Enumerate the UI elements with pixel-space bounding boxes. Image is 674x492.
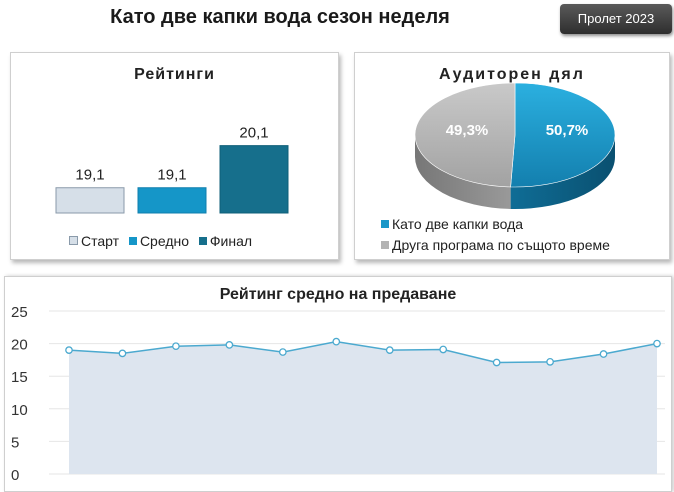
audience-share-panel: Аудиторен дял 50,7% 49,3% Като две капки … (354, 52, 670, 260)
ratings-bar-chart: 19,1 19,1 20,1 (55, 125, 289, 214)
data-point-7 (439, 345, 448, 354)
legend-label-final: Финал (209, 233, 253, 249)
average-rating-area-chart: 0 5 10 15 20 25 (11, 304, 665, 484)
data-point-8 (492, 358, 501, 367)
legend-item-other: Друга програма по същото време (381, 237, 610, 253)
data-point-6 (385, 346, 394, 354)
legend-label-other: Друга програма по същото време (392, 237, 610, 253)
bar-data-label-0: 19,1 (75, 167, 104, 184)
legend-item-average: Средно (128, 233, 189, 249)
pie-slice-show (510, 82, 616, 188)
audience-share-pie-chart: 50,7% 49,3% (414, 82, 616, 209)
ratings-chart-panel: Рейтинги 19,1 19,1 20,1 Старт Средно Финал (10, 52, 339, 260)
legend-item-show: Като две капки вода (381, 216, 610, 232)
bar-data-label-2: 20,1 (239, 125, 268, 142)
y-tick-label-3: 15 (11, 369, 28, 386)
y-tick-label-2: 10 (11, 402, 28, 419)
legend-swatch-average (128, 237, 137, 245)
data-point-5 (332, 337, 341, 346)
data-point-11 (653, 339, 661, 348)
data-point-9 (546, 358, 554, 366)
page-title: Като две капки вода сезон неделя (110, 6, 450, 28)
series-line (68, 340, 658, 364)
pie-side-other (415, 135, 511, 209)
legend-item-final: Финал (198, 233, 253, 249)
ratings-chart-title: Рейтинги (134, 66, 215, 83)
legend-label-show: Като две капки вода (392, 216, 524, 232)
legend-swatch-other (381, 241, 389, 249)
y-tick-label-4: 20 (11, 337, 28, 354)
legend-swatch-show (381, 220, 389, 228)
season-badge: Пролет 2023 (560, 4, 672, 34)
legend-label-start: Старт (81, 233, 120, 249)
area-fill (69, 341, 657, 474)
data-point-1 (118, 349, 127, 358)
data-point-4 (278, 348, 287, 356)
ratings-legend: Старт Средно Финал (69, 233, 258, 249)
bar-data-label-1: 19,1 (157, 167, 186, 184)
data-point-3 (225, 341, 234, 349)
audience-share-legend: Като две капки вода Друга програма по съ… (381, 216, 610, 258)
legend-swatch-final (198, 237, 207, 245)
average-rating-title: Рейтинг средно на предаване (219, 286, 457, 303)
data-point-2 (172, 342, 180, 351)
audience-share-title: Аудиторен дял (439, 66, 585, 83)
legend-swatch-start (69, 236, 78, 245)
pie-side-show (510, 135, 615, 209)
legend-label-average: Средно (139, 233, 189, 249)
pie-label-show: 50,7% (546, 122, 589, 139)
pie-slice-other (414, 82, 516, 188)
y-tick-label-1: 5 (11, 434, 19, 451)
bar-1 (137, 187, 207, 214)
average-rating-panel: Рейтинг средно на предаване 0 5 10 15 20 25 (4, 276, 672, 492)
y-tick-label-5: 25 (11, 304, 28, 321)
bar-2 (219, 145, 289, 214)
bar-0 (55, 187, 125, 214)
data-point-0 (65, 346, 73, 354)
y-tick-label-0: 0 (11, 467, 19, 484)
legend-item-start: Старт (69, 233, 119, 249)
pie-label-other: 49,3% (446, 122, 489, 139)
data-point-10 (599, 350, 608, 358)
